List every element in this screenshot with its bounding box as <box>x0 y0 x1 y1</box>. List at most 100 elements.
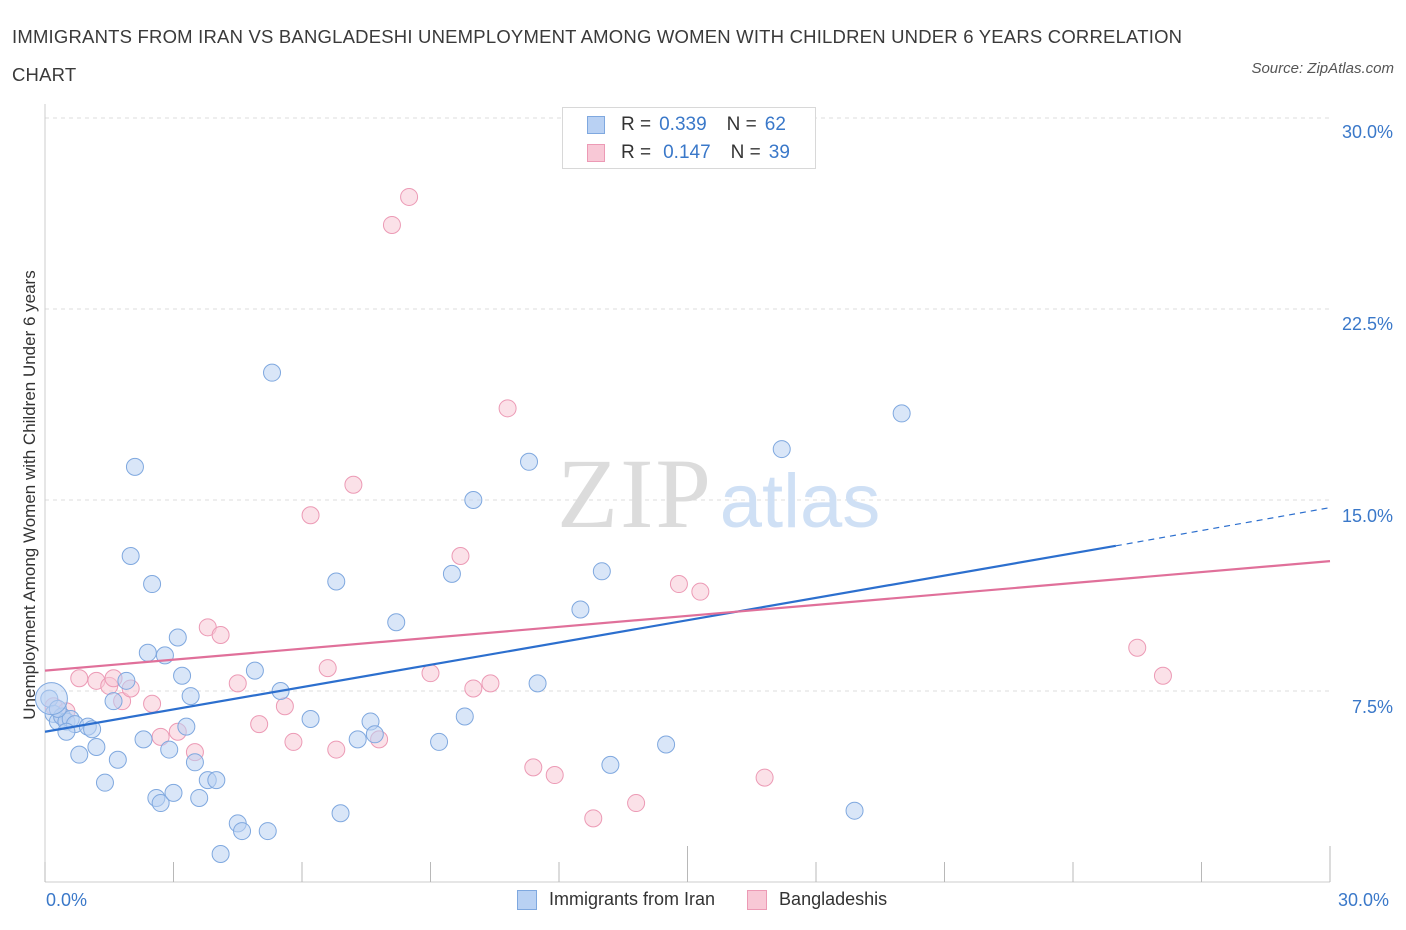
r-label: R = <box>621 142 652 163</box>
iran-point <box>845 801 864 820</box>
n-value: 62 <box>764 114 786 135</box>
iran-point-large <box>34 682 68 716</box>
bangladeshis-point <box>1153 666 1172 685</box>
bangladeshis-point <box>545 766 564 785</box>
bangladeshis-point <box>584 809 603 828</box>
iran-point <box>442 564 461 583</box>
bangladeshis-point <box>382 215 401 234</box>
bangladeshis-swatch <box>747 889 768 910</box>
iran-point <box>211 844 230 863</box>
bangladeshis-point <box>400 187 419 206</box>
bangladeshis-point <box>464 679 483 698</box>
iran-point <box>190 788 209 807</box>
iran-point <box>331 804 350 823</box>
iran-point <box>528 674 547 693</box>
bangladeshis-point <box>691 582 710 601</box>
y-tick-label: 30.0% <box>1341 122 1393 142</box>
iran-point <box>168 628 187 647</box>
iran-point <box>387 613 406 632</box>
iran-point <box>455 707 474 726</box>
iran-point <box>245 661 264 680</box>
bangladeshis-point <box>524 758 543 777</box>
x-tick-label: 30.0% <box>1338 890 1390 910</box>
iran-point <box>207 771 226 790</box>
legend-row-iran: R = 0.339 N = 62 <box>587 113 786 137</box>
series-legend: Immigrants from Iran Bangladeshis <box>517 889 919 910</box>
bangladeshis-point <box>481 674 500 693</box>
bangladeshis-point <box>284 732 303 751</box>
source-label: Source: ZipAtlas.com <box>1251 60 1394 77</box>
bangladeshis-point <box>451 547 470 566</box>
iran-point <box>138 643 157 662</box>
iran-point <box>173 666 192 685</box>
iran-point <box>181 687 200 706</box>
n-value: 39 <box>768 142 790 163</box>
iran-swatch <box>517 889 537 910</box>
bangladeshis-point <box>70 669 89 688</box>
iran-point <box>430 732 449 751</box>
iran-trend-line <box>44 544 1117 733</box>
iran-point <box>121 547 140 566</box>
watermark-atlas: atlas <box>720 459 881 544</box>
iran-point <box>348 730 367 749</box>
iran-point <box>263 363 282 382</box>
bangladeshis-trend-line <box>44 560 1331 672</box>
bangladeshis-point <box>421 664 440 683</box>
iran-point <box>601 755 620 774</box>
bangladeshis-point <box>498 399 517 418</box>
iran-point <box>657 735 676 754</box>
bangladeshis-point <box>327 740 346 759</box>
iran-point <box>233 822 252 841</box>
bangladeshis-point <box>669 575 688 594</box>
bangladeshis-point <box>275 697 294 716</box>
bangladeshis-point <box>301 506 320 525</box>
iran-point <box>95 773 114 792</box>
bangladeshis-point <box>211 625 230 644</box>
legend-row-bangladeshis: R = 0.147 N = 39 <box>587 141 790 165</box>
x-tick-label: 0.0% <box>46 890 88 910</box>
y-tick-label: 15.0% <box>1341 506 1393 526</box>
iran-point <box>160 740 179 759</box>
iran-point <box>134 730 153 749</box>
bangladeshis-swatch <box>587 144 605 162</box>
iran-point <box>177 717 196 736</box>
iran-point <box>185 753 204 772</box>
bangladeshis-point <box>344 475 363 494</box>
iran-point <box>151 794 170 813</box>
chart-title: IMMIGRANTS FROM IRAN VS BANGLADESHI UNEM… <box>12 26 1183 85</box>
bangladeshis-point <box>1128 638 1147 657</box>
iran-swatch <box>587 116 605 134</box>
iran-point <box>104 692 123 711</box>
y-tick-label: 22.5% <box>1341 314 1393 334</box>
r-label: R = <box>621 114 652 135</box>
legend-item-iran: Immigrants from Iran <box>517 889 715 910</box>
bangladeshis-point <box>143 694 162 713</box>
r-value: 0.147 <box>663 142 711 163</box>
iran-point <box>892 404 911 423</box>
legend-label: Immigrants from Iran <box>549 889 716 909</box>
iran-trend-extension <box>1115 507 1331 547</box>
iran-point <box>520 452 539 471</box>
iran-point <box>117 671 136 690</box>
n-label: N = <box>730 142 761 163</box>
r-value: 0.339 <box>659 114 707 135</box>
legend-item-bangladeshis: Bangladeshis <box>747 889 887 910</box>
bangladeshis-point <box>228 674 247 693</box>
y-tick-label: 7.5% <box>1351 697 1393 717</box>
n-label: N = <box>726 114 757 135</box>
iran-point <box>327 572 346 591</box>
iran-point <box>108 750 127 769</box>
watermark-zip: ZIP <box>557 438 713 549</box>
iran-point <box>464 491 483 509</box>
bangladeshis-point <box>627 794 646 813</box>
iran-point <box>571 600 590 619</box>
iran-point <box>57 722 76 741</box>
bangladeshis-point <box>318 659 337 678</box>
iran-point <box>258 822 277 841</box>
iran-point <box>772 440 791 459</box>
bangladeshis-point <box>250 715 269 734</box>
iran-point <box>70 745 89 764</box>
iran-point <box>365 725 384 744</box>
iran-point <box>87 738 106 757</box>
legend-label: Bangladeshis <box>779 889 888 909</box>
